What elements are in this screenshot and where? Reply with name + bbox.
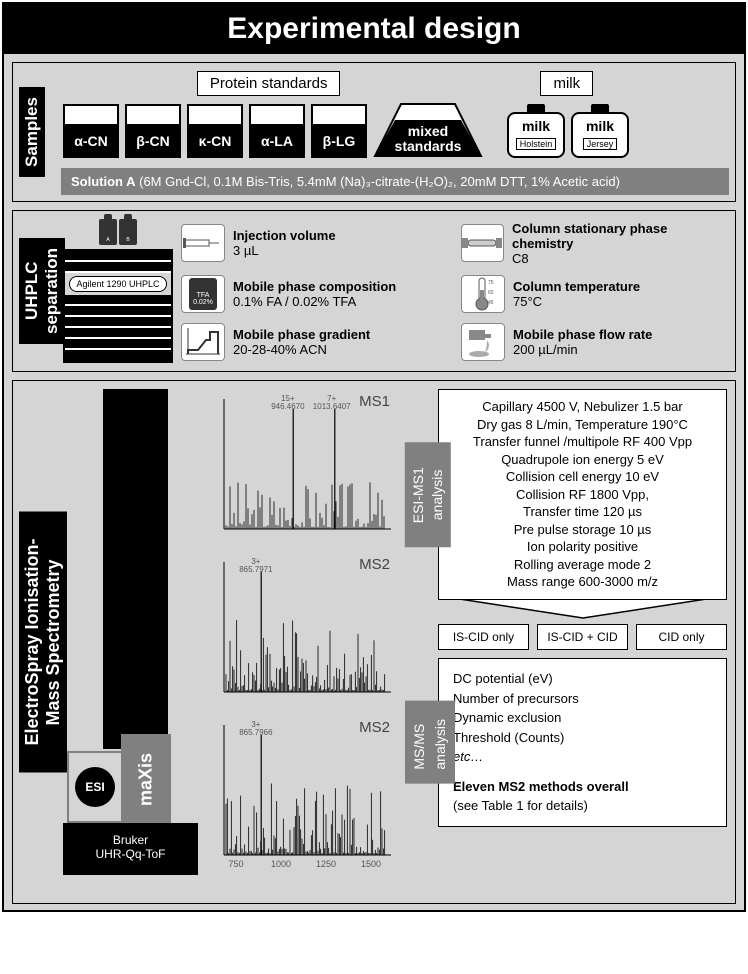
uhplc-param: Injection volume3 µL bbox=[181, 219, 447, 268]
uhplc-param: TFA0.02%Mobile phase composition0.1% FA … bbox=[181, 274, 447, 316]
uhplc-instrument: A B Agilent 1290 UHPLC bbox=[63, 219, 173, 363]
mixed-standards: mixedstandards bbox=[373, 102, 483, 158]
uhplc-param: 756045Column temperature75°C bbox=[461, 274, 727, 316]
vial: β-CN bbox=[125, 104, 181, 158]
samples-label: Samples bbox=[19, 87, 45, 177]
vial: α-CN bbox=[63, 104, 119, 158]
uhplc-panel: UHPLC separation A B Agilent 1290 UHPLC … bbox=[12, 210, 736, 372]
milk-bottle: milkJersey bbox=[571, 112, 629, 158]
ms2-tab: MS/MS analysis bbox=[405, 701, 455, 784]
page-title: Experimental design bbox=[4, 4, 744, 54]
frag-mode: IS-CID only bbox=[438, 624, 529, 650]
svg-text:1500: 1500 bbox=[361, 859, 381, 869]
vial: β-LG bbox=[311, 104, 367, 158]
frag-mode: IS-CID + CID bbox=[537, 624, 628, 650]
svg-text:750: 750 bbox=[228, 859, 243, 869]
ms2-settings-box: MS/MS analysis DC potential (eV)Number o… bbox=[438, 658, 727, 827]
protein-standards-header: Protein standards bbox=[197, 71, 341, 96]
ms1-tab: ESI-MS1 analysis bbox=[405, 442, 451, 547]
svg-text:45: 45 bbox=[488, 300, 494, 306]
ms-panel: ElectroSpray Ionisation-Mass Spectrometr… bbox=[12, 380, 736, 904]
frag-mode: CID only bbox=[636, 624, 727, 650]
svg-text:1000: 1000 bbox=[271, 859, 291, 869]
spectrum: MS115+946.46707+1013.6407 bbox=[216, 389, 396, 544]
uhplc-param: Mobile phase flow rate200 µL/min bbox=[461, 321, 727, 363]
solution-bar: Solution A (6M Gnd-Cl, 0.1M Bis-Tris, 5.… bbox=[61, 168, 729, 195]
svg-text:1250: 1250 bbox=[316, 859, 336, 869]
uhplc-param: Mobile phase gradient20-28-40% ACN bbox=[181, 321, 447, 363]
uhplc-param: Column stationary phase chemistryC8 bbox=[461, 219, 727, 268]
spectrum: MS23+865.7971 bbox=[216, 552, 396, 707]
milk-header: milk bbox=[540, 71, 593, 96]
vial: κ-CN bbox=[187, 104, 243, 158]
spectrum: 750100012501500MS23+865.7966 bbox=[216, 715, 396, 870]
ms-instrument: maXis ESI BrukerUHR-Qq-ToF bbox=[63, 389, 208, 889]
ms-label: ElectroSpray Ionisation-Mass Spectrometr… bbox=[19, 512, 67, 773]
svg-text:75: 75 bbox=[488, 280, 494, 286]
svg-text:60: 60 bbox=[488, 290, 494, 296]
vial: α-LA bbox=[249, 104, 305, 158]
uhplc-label: UHPLC separation bbox=[19, 238, 65, 344]
samples-panel: Samples Protein standards milk α-CNβ-CNκ… bbox=[12, 62, 736, 202]
milk-bottle: milkHolstein bbox=[507, 112, 565, 158]
ms1-settings-box: ESI-MS1 analysis Capillary 4500 V, Nebul… bbox=[438, 389, 727, 600]
